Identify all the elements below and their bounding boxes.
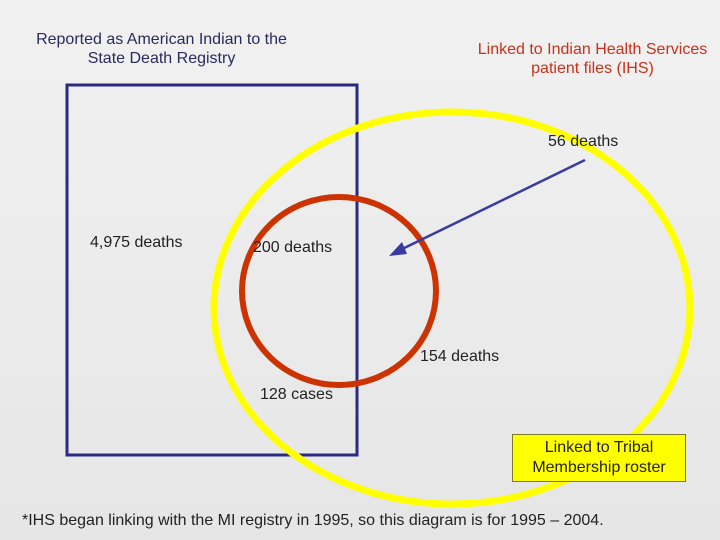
state-death-registry-box	[65, 83, 359, 457]
ihs-label: Linked to Indian Health Services patient…	[477, 41, 708, 78]
ihs-pointer-count: 56 deaths	[548, 133, 619, 150]
footnote: *IHS began linking with the MI registry …	[22, 512, 604, 529]
pointer-arrow-line	[395, 158, 586, 254]
registry-label: Reported as American Indian to the State…	[36, 31, 287, 68]
registry-and-ihs-count: 200 deaths	[253, 239, 333, 256]
tribal-only-count: 128 cases	[260, 386, 333, 403]
pointer-arrow-head	[389, 242, 407, 256]
registry-only-count: 4,975 deaths	[90, 234, 183, 251]
ihs-and-tribal-count: 154 deaths	[420, 348, 500, 365]
tribal-membership-label: Linked to Tribal Membership roster	[512, 434, 686, 482]
tribal-membership-circle	[210, 108, 694, 508]
ihs-circle	[239, 194, 439, 388]
